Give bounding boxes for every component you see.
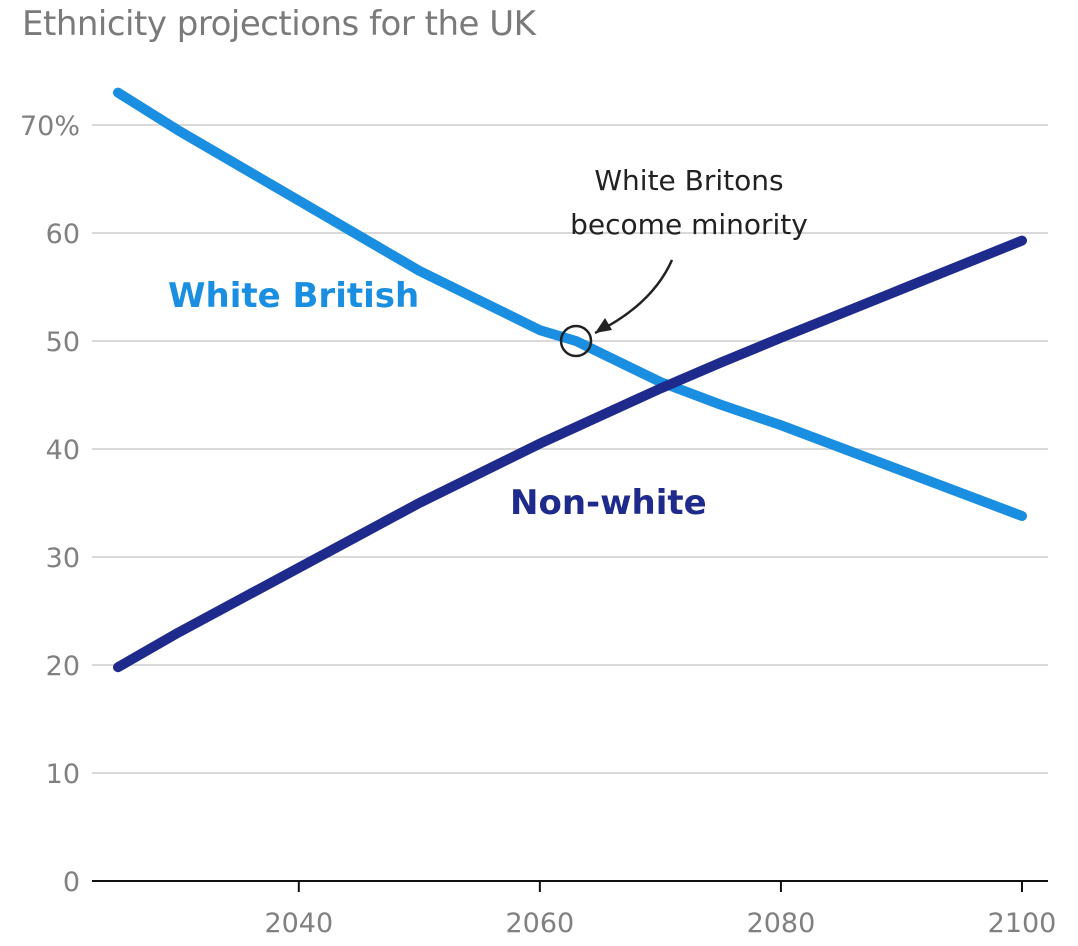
y-tick-label-30: 30 <box>46 543 80 574</box>
series-label-non-white: Non-white <box>510 483 707 523</box>
annotation: White Britons become minority <box>559 164 808 358</box>
x-tick-label-2040: 2040 <box>264 908 333 939</box>
y-tick-label-70: 70% <box>20 111 80 142</box>
y-tick-label-20: 20 <box>46 651 80 682</box>
y-tick-label-10: 10 <box>46 759 80 790</box>
x-tick-label-2080: 2080 <box>747 908 816 939</box>
series-label-white-british: White British <box>168 276 419 316</box>
series-lines <box>113 87 1027 673</box>
gridlines <box>92 124 1048 774</box>
annotation-text-line-2: become minority <box>570 208 808 241</box>
y-tick-label-50: 50 <box>46 327 80 358</box>
x-tick-label-2100: 2100 <box>988 908 1057 939</box>
y-tick-label-40: 40 <box>46 435 80 466</box>
y-tick-label-0: 0 <box>63 867 80 898</box>
chart-title: Ethnicity projections for the UK <box>22 4 536 44</box>
series-labels: White British Non-white <box>168 276 707 523</box>
x-tick-label-2060: 2060 <box>506 908 575 939</box>
series-line-non-white <box>113 235 1027 673</box>
annotation-circle <box>559 324 593 358</box>
annotation-text-line-1: White Britons <box>594 164 783 197</box>
series-line-white-british <box>113 87 1027 521</box>
x-axis: 2040 2060 2080 2100 <box>92 880 1057 939</box>
annotation-arrowhead <box>595 318 613 333</box>
y-axis: 0 10 20 30 40 50 60 70% <box>20 111 80 898</box>
y-tick-label-60: 60 <box>46 219 80 250</box>
